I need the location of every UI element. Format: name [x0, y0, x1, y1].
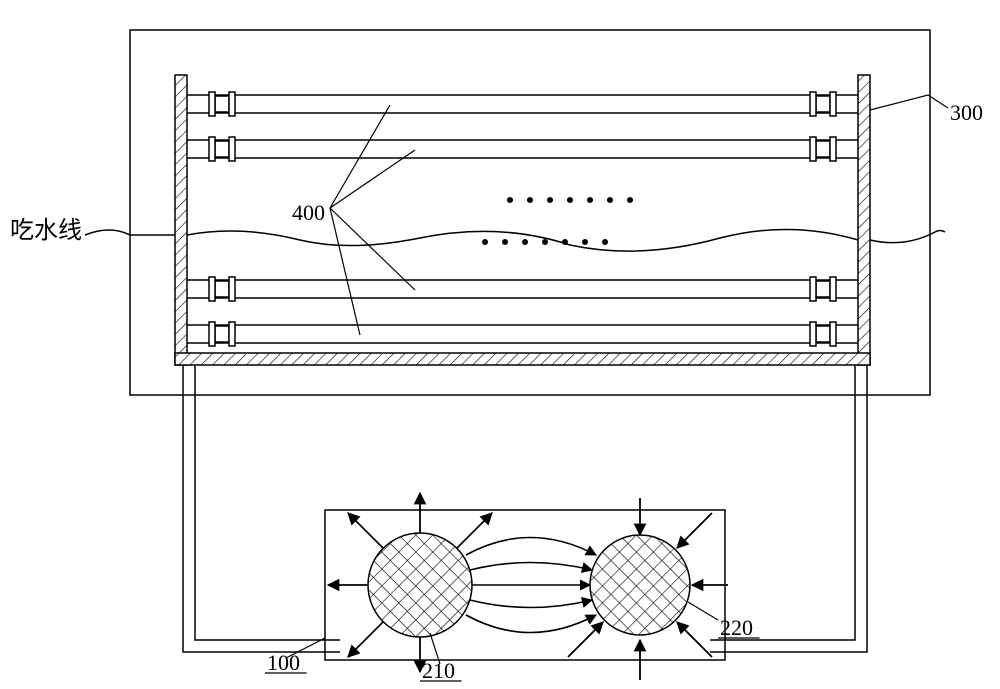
flow-arrow	[677, 513, 712, 548]
ellipsis-dot	[522, 239, 528, 245]
field-curve	[466, 615, 596, 633]
tube-fitting-flange	[830, 322, 836, 346]
pipe-line	[710, 365, 855, 640]
tube-fitting-flange	[209, 277, 215, 301]
callout-label-400: 400	[292, 200, 325, 225]
waterline-label: 吃水线	[10, 217, 82, 244]
diagram-root: 吃水线 100 210 220 300 400	[0, 0, 1000, 689]
callout-leader	[688, 602, 718, 620]
ellipsis-dot	[542, 239, 548, 245]
callout-leader	[330, 105, 390, 208]
pipe-line	[710, 365, 867, 652]
tube-fitting-flange	[810, 322, 816, 346]
ellipsis-dot	[482, 239, 488, 245]
ellipsis-dot	[602, 239, 608, 245]
ellipsis-dot	[587, 197, 593, 203]
tube-fitting-flange	[229, 277, 235, 301]
tube-fitting-body	[215, 141, 229, 157]
tube-fitting-body	[816, 141, 830, 157]
callout-leader	[330, 208, 415, 290]
hatched-wall	[175, 353, 870, 365]
waterline-wave	[85, 229, 945, 251]
tube-fitting-body	[816, 96, 830, 112]
ellipsis-dot	[527, 197, 533, 203]
callout-label-210: 210	[422, 658, 455, 683]
callout-leader	[870, 95, 948, 110]
tube-fitting-flange	[209, 137, 215, 161]
tube-fitting-flange	[810, 137, 816, 161]
tube-fitting-flange	[830, 277, 836, 301]
tube-fitting-flange	[810, 277, 816, 301]
hatched-wall	[175, 75, 187, 365]
field-curve	[470, 563, 592, 571]
callout-label-100: 100	[267, 650, 300, 675]
hatched-wall	[858, 75, 870, 365]
ellipsis-dot	[607, 197, 613, 203]
ellipsis-dot	[567, 197, 573, 203]
flow-arrow	[348, 513, 383, 548]
tube-fitting-body	[215, 281, 229, 297]
flow-arrow	[568, 622, 603, 657]
tube-fitting-body	[816, 281, 830, 297]
callout-leader	[330, 208, 360, 335]
tube-fitting-body	[816, 326, 830, 342]
pipe-line	[195, 365, 340, 640]
field-curve	[466, 538, 596, 556]
tube-fitting-flange	[830, 92, 836, 116]
tube-fitting-flange	[229, 92, 235, 116]
tube-fitting-flange	[810, 92, 816, 116]
callout-label-220: 220	[720, 615, 753, 640]
tube-fitting-flange	[209, 322, 215, 346]
tube-fitting-flange	[229, 137, 235, 161]
ellipsis-dot	[547, 197, 553, 203]
tube-fitting-body	[215, 326, 229, 342]
ellipsis-dot	[582, 239, 588, 245]
field-curve	[470, 600, 592, 608]
tube-fitting-flange	[229, 322, 235, 346]
flow-arrow	[457, 513, 492, 548]
hatched-circle-left	[368, 533, 472, 637]
ellipsis-dot	[627, 197, 633, 203]
tube-fitting-flange	[830, 137, 836, 161]
tube-fitting-body	[215, 96, 229, 112]
ellipsis-dot	[502, 239, 508, 245]
tube-fitting-flange	[209, 92, 215, 116]
callout-label-300: 300	[950, 100, 983, 125]
pipe-line	[183, 365, 340, 652]
flow-arrow	[677, 622, 712, 657]
ellipsis-dot	[507, 197, 513, 203]
flow-arrow	[348, 622, 383, 657]
hatched-circle-right	[590, 535, 690, 635]
